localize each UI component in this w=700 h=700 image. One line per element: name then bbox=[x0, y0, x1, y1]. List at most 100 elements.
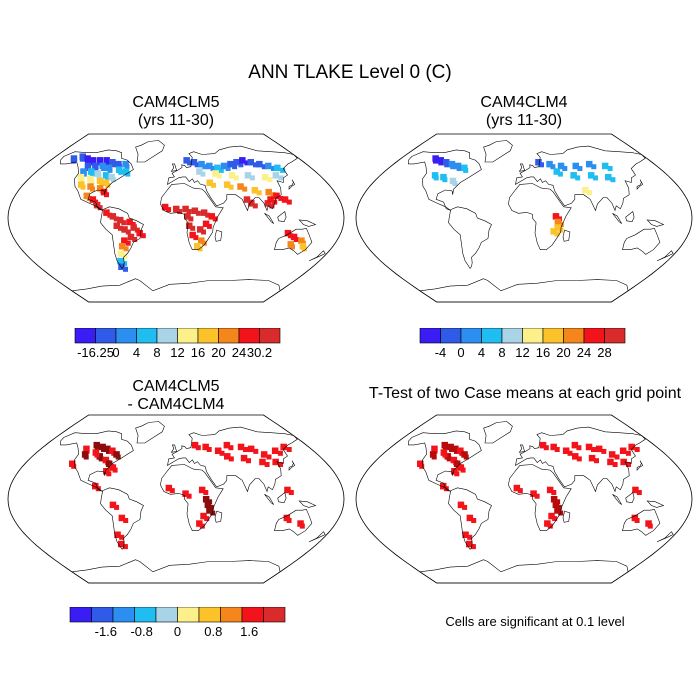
map-cell bbox=[278, 462, 283, 467]
map-cell bbox=[530, 490, 537, 497]
map-cell bbox=[109, 464, 117, 471]
map-cell bbox=[188, 216, 194, 222]
map-cell bbox=[460, 467, 466, 473]
colorbar-tick-label: 0.8 bbox=[204, 624, 222, 639]
panel-title-line2: - CAM4CLM4 bbox=[127, 396, 225, 413]
map-cell bbox=[283, 514, 291, 522]
colorbar-tick-label: 8 bbox=[153, 345, 160, 360]
map-cell bbox=[118, 540, 125, 548]
figure-title: ANN TLAKE Level 0 (C) bbox=[248, 62, 452, 83]
map-cell bbox=[79, 177, 85, 183]
map-cell bbox=[101, 447, 106, 452]
map-cell bbox=[457, 447, 464, 454]
coastline bbox=[160, 183, 224, 250]
map-cell bbox=[513, 484, 521, 492]
map-cell bbox=[169, 488, 175, 494]
map-cell bbox=[417, 460, 424, 467]
map-cell bbox=[114, 504, 120, 510]
map-cell bbox=[102, 179, 110, 186]
map-cell bbox=[191, 207, 199, 214]
map-cell bbox=[467, 534, 473, 540]
map-cell bbox=[261, 173, 269, 181]
coastline bbox=[277, 491, 287, 504]
map-cell bbox=[103, 157, 110, 164]
map-cell bbox=[457, 464, 465, 471]
coastline bbox=[508, 464, 572, 531]
map-cell bbox=[517, 488, 523, 494]
map-cell bbox=[277, 450, 283, 456]
map-cell bbox=[261, 164, 267, 170]
map-cell bbox=[200, 209, 208, 216]
map-cell bbox=[444, 162, 450, 168]
map-cell bbox=[264, 200, 272, 207]
colorbar-top-left: -16.250 4 8 12 16 20 24 30.2 bbox=[74, 328, 281, 360]
map-cell bbox=[113, 451, 120, 458]
map-cell bbox=[546, 486, 554, 494]
map-cell bbox=[558, 222, 564, 227]
map-cell bbox=[620, 458, 627, 466]
map-cell bbox=[431, 454, 437, 460]
map-cell bbox=[237, 183, 244, 190]
map-cell bbox=[97, 205, 103, 211]
map-cell bbox=[200, 512, 207, 520]
coastline bbox=[288, 179, 296, 190]
map-cell bbox=[136, 229, 143, 237]
map-cell bbox=[248, 200, 255, 207]
map-cell bbox=[636, 490, 642, 495]
map-cell bbox=[198, 160, 205, 168]
map-cell bbox=[198, 486, 206, 494]
map-cell bbox=[442, 452, 448, 458]
map-cell bbox=[567, 450, 573, 456]
map-cell bbox=[123, 266, 128, 272]
map-cell bbox=[70, 158, 76, 164]
coastline bbox=[656, 531, 674, 543]
map-cell bbox=[232, 164, 238, 170]
colorbar-tick-label: 28 bbox=[597, 345, 611, 360]
coastline bbox=[60, 149, 134, 211]
colorbar-box bbox=[263, 607, 286, 623]
map-cell bbox=[202, 496, 210, 503]
map-cell bbox=[127, 233, 135, 241]
map-cell bbox=[242, 186, 248, 192]
map-cell bbox=[601, 448, 607, 454]
map-cell bbox=[115, 160, 122, 168]
coastline bbox=[483, 140, 513, 163]
map-cell bbox=[107, 167, 113, 173]
map-cell bbox=[190, 225, 196, 231]
map-cell bbox=[547, 523, 553, 529]
panel-title-top-left: CAM4CLM5 (yrs 11-30) bbox=[76, 94, 276, 130]
coastline bbox=[562, 229, 571, 242]
colorbar-tick-label: 0 bbox=[174, 624, 181, 639]
colorbar-box bbox=[501, 328, 523, 344]
map-cell bbox=[96, 157, 103, 164]
map-cell bbox=[433, 158, 438, 164]
panel-title-line1: CAM4CLM5 bbox=[132, 94, 220, 111]
coastline bbox=[448, 487, 492, 550]
map-cell bbox=[110, 162, 116, 168]
map-cell bbox=[551, 490, 557, 495]
map-cell bbox=[104, 445, 111, 453]
map-cell bbox=[562, 166, 568, 171]
map-cell bbox=[96, 185, 104, 192]
coastline bbox=[508, 183, 572, 250]
map-cell bbox=[228, 456, 234, 462]
map-cell bbox=[607, 166, 613, 171]
map-cell bbox=[243, 447, 248, 452]
map-cell bbox=[470, 544, 476, 550]
map-cell bbox=[284, 486, 291, 494]
colorbar-box bbox=[522, 328, 544, 344]
map-cell bbox=[93, 441, 100, 449]
colorbar-tick-label: 16 bbox=[191, 345, 205, 360]
map-cell bbox=[278, 195, 284, 201]
coastline bbox=[612, 213, 622, 224]
colorbar-tick-label: 20 bbox=[556, 345, 570, 360]
map-cell bbox=[457, 501, 465, 509]
panel-title-line1: CAM4CLM5 bbox=[132, 378, 220, 395]
map-cell bbox=[546, 160, 553, 168]
colorbar-box bbox=[238, 328, 260, 344]
colorbar-box bbox=[136, 328, 158, 344]
map-cell bbox=[550, 164, 556, 170]
colorbar-box bbox=[419, 328, 441, 344]
map-cell bbox=[79, 153, 86, 160]
map-cell bbox=[99, 443, 106, 451]
